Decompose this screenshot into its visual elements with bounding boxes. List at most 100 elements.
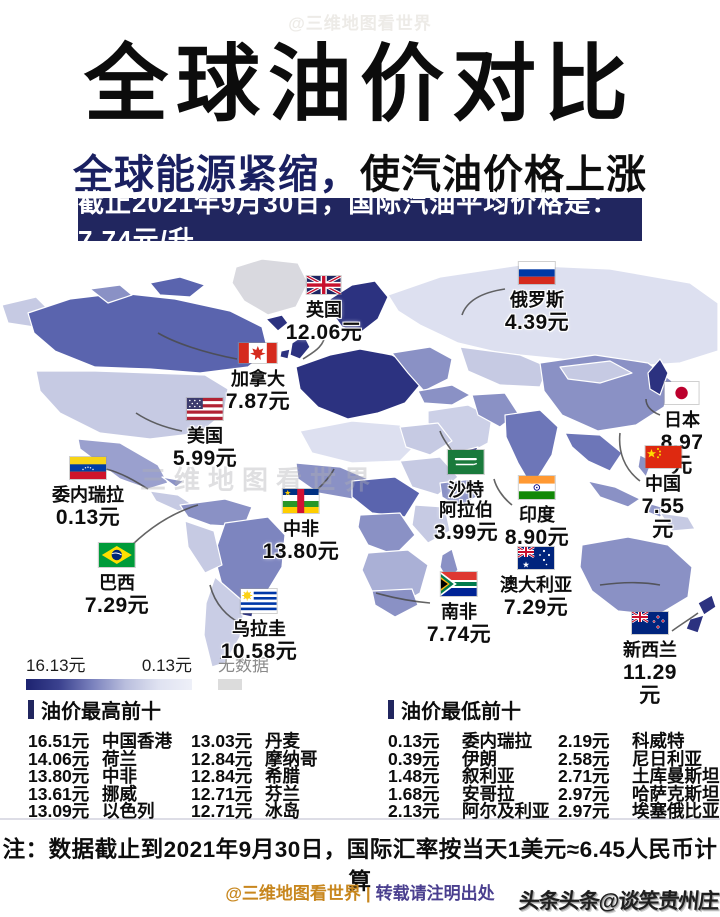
price-cell: 2.97元 (558, 801, 610, 822)
country-name: 澳大利亚 (500, 575, 572, 595)
legend-max-label: 16.13元 (26, 656, 86, 675)
price-cell: 12.84元 (191, 766, 253, 787)
price-cell: 12.71元 (191, 801, 253, 822)
table-row: 14.06元 荷兰 (28, 748, 191, 769)
country-cell: 中非 (102, 766, 137, 787)
price-cell: 12.84元 (191, 748, 253, 769)
footer-credit: @三维地图看世界 | 转载请注明出处 (0, 879, 720, 904)
map-callout-china: 中国 7.55元 (635, 445, 692, 541)
usa-flag-icon (186, 397, 224, 421)
credit-handle: @三维地图看世界 (225, 884, 361, 903)
country-name: 日本 (664, 410, 700, 430)
map-callout-india: 印度 8.90元 (504, 475, 570, 549)
table-row: 0.13元 委内瑞拉 (388, 731, 558, 751)
table-row: 12.71元 芬兰 (191, 783, 368, 804)
table-lowest-title: 油价最低前十 (388, 695, 718, 724)
country-cell: 丹麦 (265, 731, 300, 751)
country-cell: 冰岛 (265, 801, 300, 822)
country-name: 加拿大 (231, 369, 285, 389)
map-callout-south-africa: 南非 7.74元 (427, 571, 491, 646)
country-name: 俄罗斯 (510, 290, 564, 310)
legend-gradient-bar (26, 679, 192, 690)
canada-flag-icon (238, 342, 278, 364)
map-callout-usa: 美国 5.99元 (173, 397, 237, 470)
country-cell: 委内瑞拉 (462, 731, 532, 751)
price-cell: 16.51元 (28, 731, 90, 751)
country-cell: 哈萨克斯坦 (632, 783, 720, 804)
leader-lines (105, 288, 699, 632)
country-price: 11.29元 (623, 660, 677, 707)
uk-flag-icon (306, 274, 342, 296)
price-cell: 13.61元 (28, 783, 90, 804)
country-name: 巴西 (99, 573, 135, 593)
country-name: 英国 (306, 300, 342, 320)
country-cell: 摩纳哥 (265, 748, 318, 769)
map-callout-canada: 加拿大 7.87元 (226, 342, 290, 413)
country-price: 0.13元 (55, 505, 121, 529)
price-cell: 0.39元 (388, 748, 440, 769)
country-cell: 科威特 (632, 731, 685, 751)
country-cell: 埃塞俄比亚 (632, 801, 720, 822)
new-zealand-flag-icon (631, 610, 669, 635)
country-price: 10.58元 (220, 639, 298, 663)
credit-suffix: 转载请注明出处 (375, 884, 495, 903)
title-bar-icon (388, 700, 394, 719)
price-cell: 2.58元 (558, 748, 610, 769)
country-cell: 荷兰 (102, 748, 137, 769)
country-price: 3.99元 (433, 520, 499, 544)
table-row: 2.19元 科威特 (558, 731, 720, 751)
country-cell: 挪威 (102, 783, 137, 804)
price-cell: 1.68元 (388, 783, 440, 804)
country-name: 中国 (645, 474, 681, 494)
japan-flag-icon (664, 381, 700, 405)
country-name: 新西兰 (623, 640, 677, 660)
central-african-republic-flag-icon (282, 488, 320, 514)
table-row: 12.84元 希腊 (191, 768, 368, 786)
map-callout-brazil: 巴西 7.29元 (85, 542, 149, 617)
south-africa-flag-icon (440, 571, 478, 597)
table-highest-prices: 油价最高前十 16.51元 中国香港 14.06元 荷兰 13.80元 中非 13.6… (28, 695, 368, 821)
table-lowest-prices: 油价最低前十 0.13元 委内瑞拉 0.39元 伊朗 1.48元 叙利亚 1.68元 安… (388, 695, 720, 822)
country-price: 4.39元 (504, 310, 570, 334)
subtitle-highlight: 全球能源紧缩， (73, 153, 360, 197)
country-cell: 希腊 (265, 766, 300, 787)
price-cell: 13.80元 (28, 766, 90, 787)
table-row: 0.39元 伊朗 (388, 748, 558, 769)
map-callout-australia: 澳大利亚 7.29元 (500, 545, 572, 619)
country-name: 沙特 阿拉伯 (439, 480, 493, 520)
average-price-banner: 截止2021年9月30日，国际汽油平均价格是：7.74元/升 (78, 188, 642, 255)
india-flag-icon (518, 475, 556, 500)
map-callout-new-zealand: 新西兰 11.29元 (615, 610, 685, 707)
country-name: 南非 (441, 602, 477, 622)
legend-nodata-swatch (218, 679, 242, 690)
price-legend: 16.13元 0.13元 (26, 651, 192, 690)
table-row: 16.51元 中国香港 (28, 731, 191, 751)
table-title-text: 油价最低前十 (401, 701, 521, 723)
page-title: 全球油价对比 (83, 37, 636, 131)
country-cell: 土库曼斯坦 (632, 766, 720, 787)
country-name: 委内瑞拉 (52, 485, 124, 505)
price-cell: 14.06元 (28, 748, 90, 769)
footer-divider (0, 818, 720, 820)
price-cell: 2.19元 (558, 731, 610, 751)
legend-nodata-label: 无数据 (218, 656, 269, 675)
australia-flag-icon (517, 545, 555, 570)
table-highest-title: 油价最高前十 (28, 695, 368, 724)
china-flag-icon (644, 445, 682, 469)
country-price: 8.90元 (504, 525, 570, 549)
table-row: 1.48元 叙利亚 (388, 768, 558, 786)
country-cell: 伊朗 (462, 748, 497, 769)
price-cell: 2.71元 (558, 766, 610, 787)
price-cell: 13.09元 (28, 801, 90, 822)
country-name: 印度 (519, 505, 555, 525)
map-callout-russia: 俄罗斯 4.39元 (504, 261, 570, 334)
country-price: 13.80元 (262, 539, 340, 563)
country-cell: 以色列 (102, 801, 155, 822)
subtitle-rest: 使汽油价格上涨 (360, 153, 647, 197)
uruguay-flag-icon (240, 588, 278, 614)
brazil-flag-icon (98, 542, 136, 568)
country-cell: 芬兰 (265, 783, 300, 804)
price-cell: 0.13元 (388, 731, 440, 751)
country-cell: 尼日利亚 (632, 748, 702, 769)
